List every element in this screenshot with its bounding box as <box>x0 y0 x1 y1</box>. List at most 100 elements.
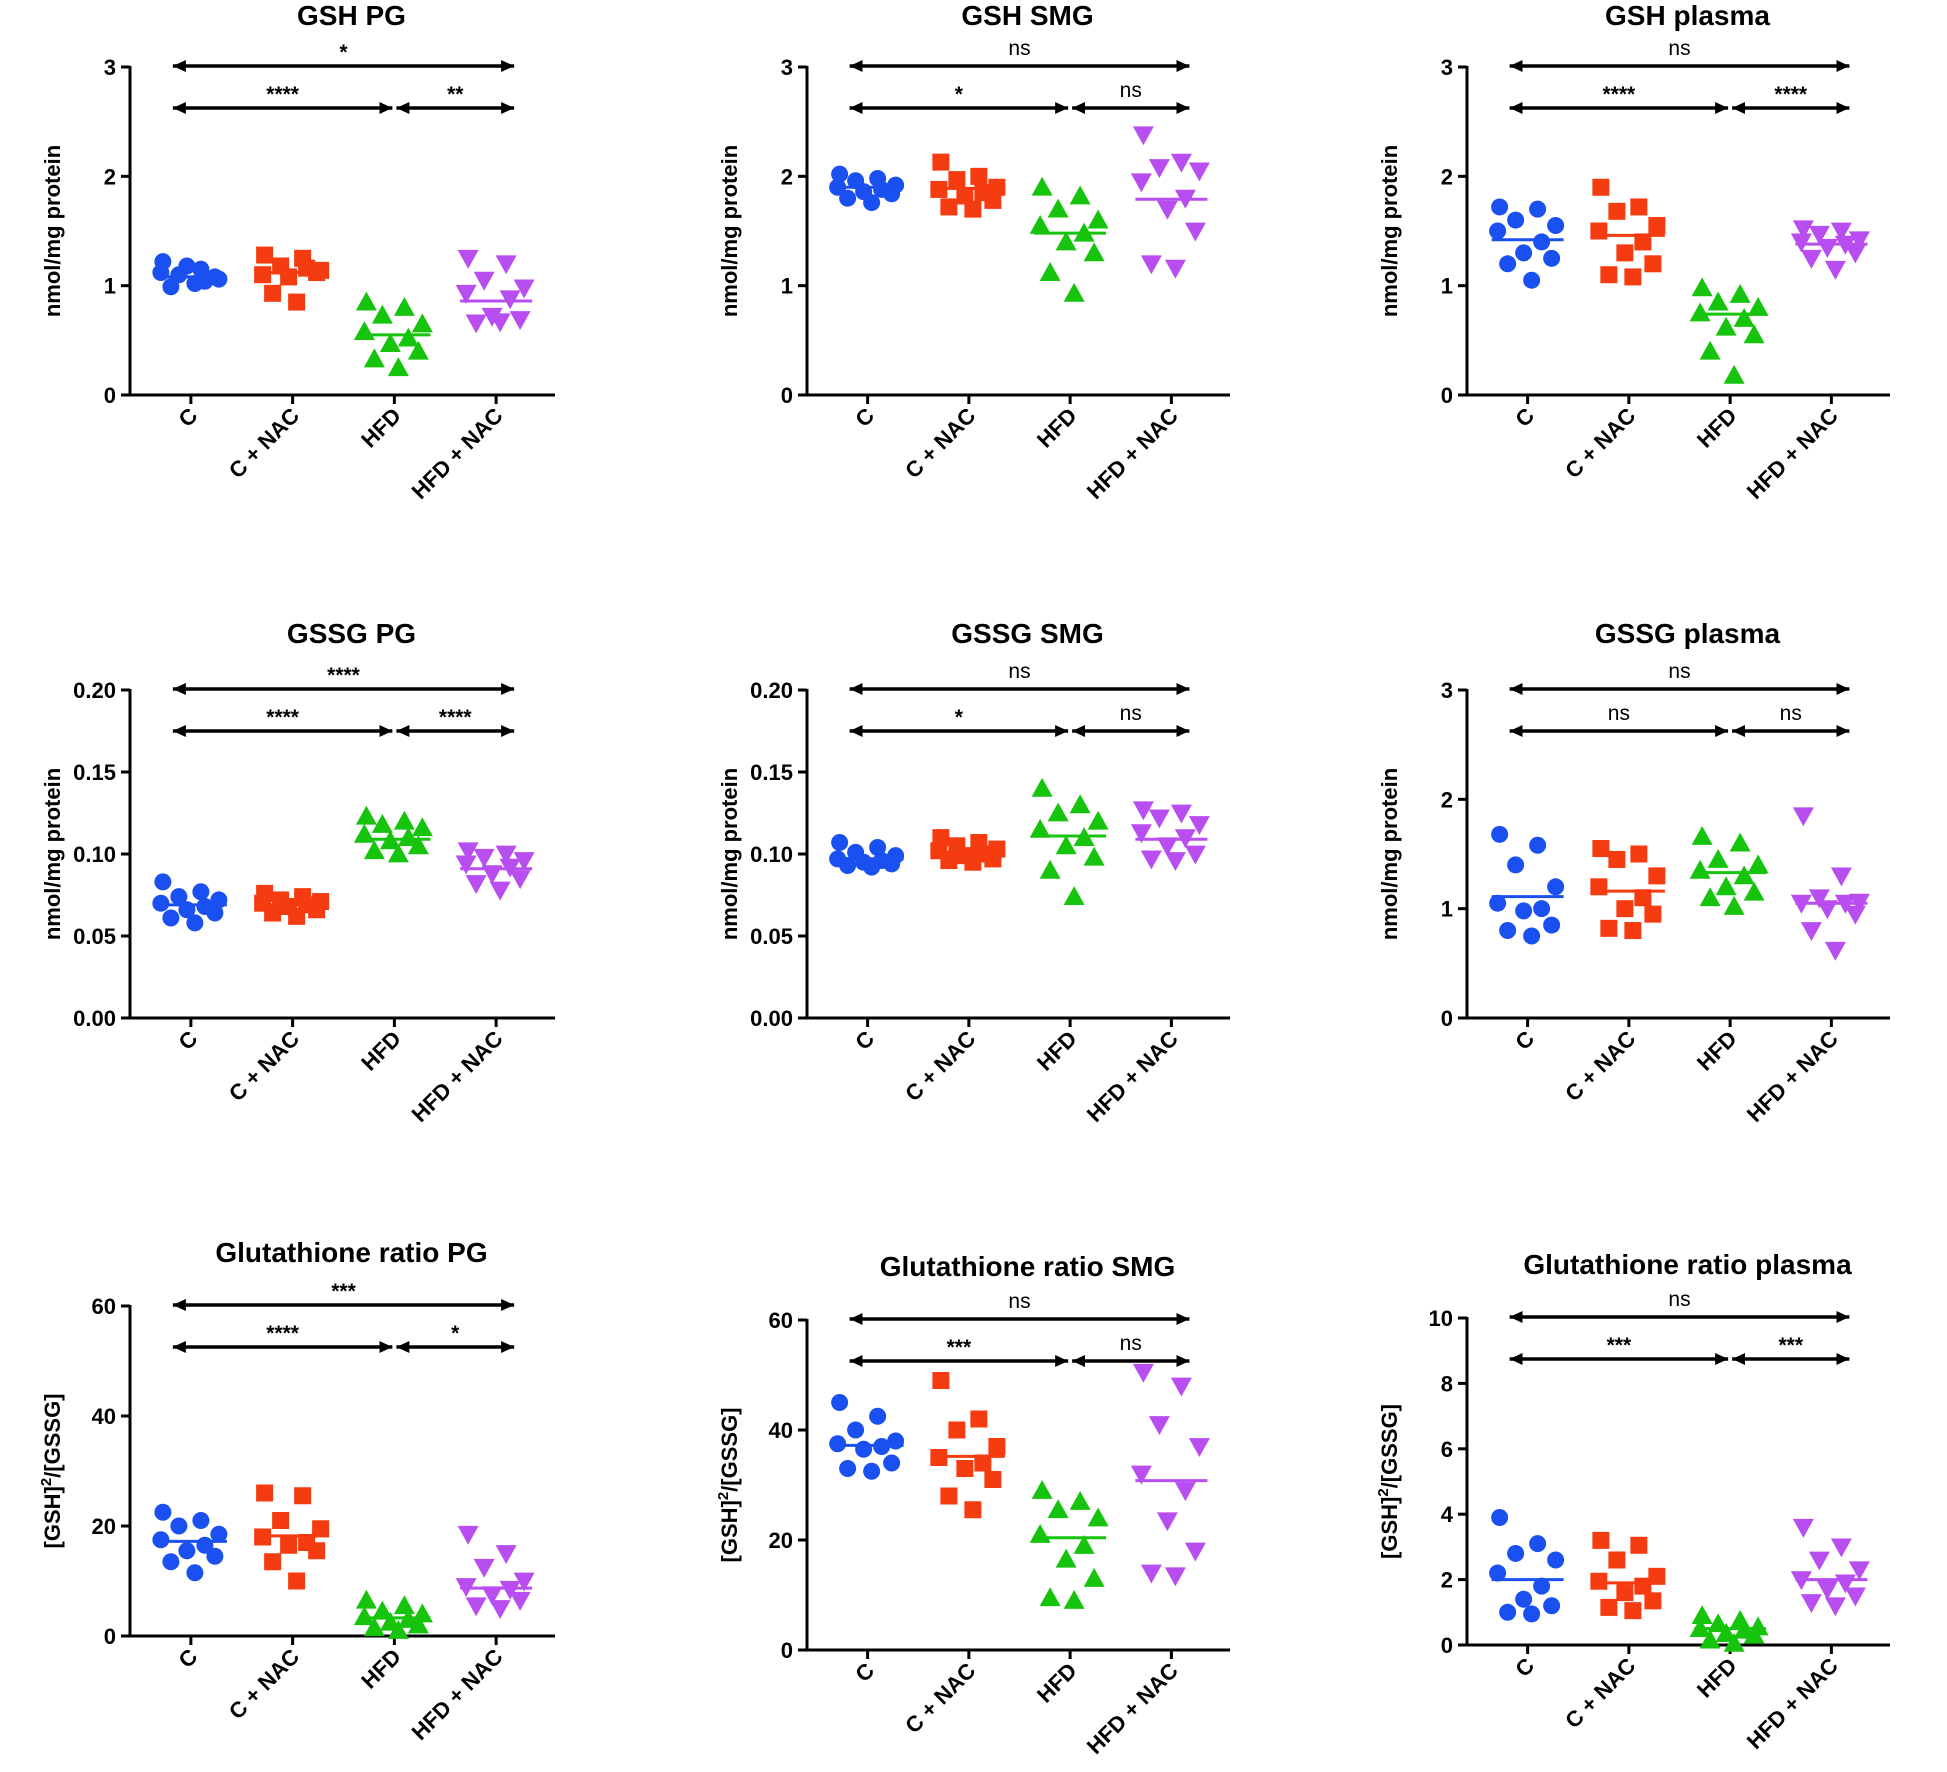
x-tick-label: HFD + NAC <box>1082 1658 1183 1759</box>
y-axis-label: nmol/mg protein <box>40 768 65 940</box>
data-point <box>481 1586 503 1606</box>
y-tick-label: 1 <box>781 274 793 299</box>
data-point <box>831 165 849 183</box>
chart-title: GSH plasma <box>1605 0 1770 31</box>
data-point <box>1848 1561 1870 1581</box>
y-axis-label: nmol/mg protein <box>1377 145 1402 317</box>
y-tick-label: 1 <box>104 274 116 299</box>
x-tick-label: C + NAC <box>1560 1653 1640 1733</box>
chart-title: GSH SMG <box>961 0 1093 31</box>
y-tick-label: 3 <box>1441 55 1453 80</box>
data-point <box>1069 794 1091 814</box>
data-point <box>883 1454 901 1472</box>
data-point <box>513 279 535 299</box>
y-tick-label: 3 <box>1441 678 1453 703</box>
data-point <box>1624 268 1642 286</box>
data-point <box>1707 848 1729 868</box>
data-point <box>308 1542 326 1560</box>
x-tick-label: C <box>1510 403 1539 432</box>
chart-panel-gsh-plasma: GSH plasma nmol/mg protein 0 1 2 3 C C + NAC HFD… <box>1377 0 1890 504</box>
x-tick-label: HFD + NAC <box>1082 403 1183 504</box>
x-tick-label: C <box>850 1658 879 1687</box>
data-point <box>883 185 901 203</box>
significance-label: * <box>955 706 964 729</box>
data-point <box>1590 878 1608 896</box>
data-point <box>1624 1602 1642 1620</box>
data-point <box>1630 198 1648 216</box>
data-point <box>869 838 887 856</box>
data-point <box>1184 845 1206 865</box>
data-point <box>363 840 385 860</box>
data-point <box>210 1525 228 1543</box>
data-point <box>1170 153 1192 173</box>
data-point <box>379 333 401 353</box>
chart-panel-ratio-pg: Glutathione ratio PG [GSH]2/[GSSG] 0 20 40 60… <box>38 1237 555 1745</box>
data-point <box>499 1580 521 1600</box>
data-point <box>1729 283 1751 303</box>
data-point <box>1047 802 1069 822</box>
y-axis-label-main: [GSH] <box>40 1486 65 1548</box>
data-point <box>1515 1590 1533 1608</box>
data-point <box>1055 231 1077 251</box>
data-point <box>1499 1603 1517 1621</box>
data-point <box>1130 1465 1152 1485</box>
data-point <box>411 817 433 837</box>
data-point <box>1063 282 1085 302</box>
significance-label: *** <box>947 1336 972 1359</box>
significance-label: ns <box>1120 79 1142 102</box>
data-point <box>1634 1577 1652 1595</box>
data-point <box>964 1501 982 1519</box>
data-point <box>1729 832 1751 852</box>
data-point <box>192 1512 210 1529</box>
y-tick-label: 0 <box>781 1638 793 1663</box>
data-point <box>1130 173 1152 193</box>
y-tick-label: 0.05 <box>73 924 116 949</box>
x-tick-label: HFD + NAC <box>1742 1026 1843 1127</box>
data-point <box>489 1600 511 1619</box>
significance-label: **** <box>266 1322 300 1345</box>
y-tick-label: 2 <box>1441 1568 1453 1593</box>
y-axis-label-main: [GSH] <box>717 1500 742 1562</box>
significance-label: **** <box>327 664 361 687</box>
data-point <box>162 909 180 927</box>
data-point <box>264 1553 282 1571</box>
data-point <box>940 1487 958 1505</box>
significance-label: ns <box>1668 1288 1690 1311</box>
x-tick-label: HFD <box>1692 403 1742 453</box>
data-point <box>264 284 282 302</box>
data-point <box>1590 1572 1608 1590</box>
data-point <box>1616 244 1634 262</box>
data-point <box>256 1484 274 1502</box>
data-point <box>387 843 409 863</box>
significance-label: *** <box>331 1280 356 1303</box>
data-point <box>839 1460 857 1477</box>
data-point <box>363 1617 385 1637</box>
y-axis-label-rest: /[GSSG] <box>1377 1404 1402 1488</box>
data-point <box>1156 200 1178 220</box>
significance-label: ns <box>1120 702 1142 725</box>
data-point <box>170 888 188 906</box>
data-point <box>1715 876 1737 896</box>
data-point <box>970 167 988 185</box>
data-point <box>1164 852 1186 872</box>
x-tick-label: HFD <box>1692 1653 1742 1703</box>
data-point <box>1543 1597 1561 1615</box>
data-point <box>397 827 419 846</box>
data-point <box>1515 902 1533 920</box>
data-point <box>371 1600 393 1620</box>
y-tick-label: 2 <box>1441 787 1453 812</box>
x-tick-label: C + NAC <box>224 1026 304 1106</box>
significance-label: **** <box>439 706 473 729</box>
data-point <box>1616 1584 1634 1602</box>
data-point <box>1039 1587 1061 1607</box>
data-point <box>411 1603 433 1623</box>
significance-label: ns <box>1668 37 1690 60</box>
data-point <box>1132 801 1154 821</box>
data-point <box>1073 1535 1095 1554</box>
x-tick-label: C <box>850 403 879 432</box>
data-point <box>1844 1587 1866 1607</box>
data-point <box>473 1558 495 1578</box>
y-tick-label: 0.00 <box>750 1006 793 1031</box>
data-point <box>186 914 204 932</box>
data-point <box>192 883 210 901</box>
